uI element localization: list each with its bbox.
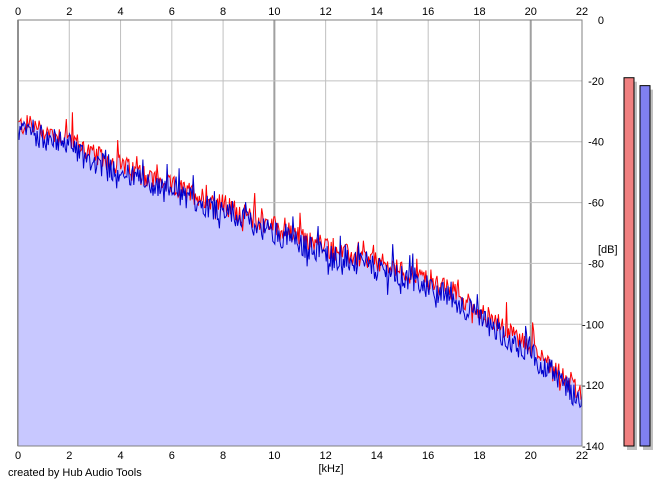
x-tick-bottom-10: 10 [268, 450, 280, 462]
x-tick-top-4: 4 [117, 6, 123, 18]
y-tick-100: -100 [582, 319, 604, 331]
series-red-line [17, 112, 583, 400]
y-tick-120: -120 [582, 380, 604, 392]
x-tick-top-16: 16 [422, 6, 434, 18]
x-tick-bottom-4: 4 [117, 450, 123, 462]
series-blue-line [17, 119, 583, 409]
x-tick-top-2: 2 [66, 6, 72, 18]
x-tick-bottom-8: 8 [220, 450, 226, 462]
x-tick-top-14: 14 [371, 6, 383, 18]
x-tick-top-6: 6 [169, 6, 175, 18]
x-tick-bottom-14: 14 [371, 450, 383, 462]
x-tick-bottom-0: 0 [15, 450, 21, 462]
x-tick-bottom-6: 6 [169, 450, 175, 462]
x-tick-top-20: 20 [525, 6, 537, 18]
meter-right [639, 85, 651, 447]
y-tick-0: 0 [598, 15, 604, 27]
spectrum-fill-area [18, 112, 582, 447]
x-tick-bottom-22: 22 [576, 450, 588, 462]
x-tick-top-18: 18 [473, 6, 485, 18]
x-tick-top-0: 0 [15, 6, 21, 18]
credit-text: created by Hub Audio Tools [8, 467, 142, 479]
y-tick-60: -60 [588, 198, 604, 210]
y-axis-ticks: 0 -20 -40 -60 -80 -100 -120 -140 [582, 15, 604, 453]
y-tick-40: -40 [588, 137, 604, 149]
x-tick-top-22: 22 [576, 6, 588, 18]
y-tick-80: -80 [588, 258, 604, 270]
x-tick-top-8: 8 [220, 6, 226, 18]
x-axis-bottom-ticks: 0 2 4 6 8 10 12 14 16 18 20 22 [15, 450, 588, 462]
x-tick-bottom-2: 2 [66, 450, 72, 462]
x-tick-bottom-16: 16 [422, 450, 434, 462]
y-tick-140: -140 [582, 441, 604, 453]
x-tick-bottom-12: 12 [320, 450, 332, 462]
x-tick-bottom-18: 18 [473, 450, 485, 462]
y-tick-20: -20 [588, 76, 604, 88]
level-meters [623, 77, 653, 450]
y-axis-label: [dB] [598, 244, 618, 256]
x-axis-label: [kHz] [318, 463, 343, 475]
plot-border [17, 19, 583, 447]
x-tick-bottom-20: 20 [525, 450, 537, 462]
x-axis-top-ticks: 0 2 4 6 8 10 12 14 16 18 20 22 [15, 6, 588, 18]
x-tick-top-10: 10 [268, 6, 280, 18]
meter-left [623, 77, 635, 447]
x-tick-top-12: 12 [320, 6, 332, 18]
